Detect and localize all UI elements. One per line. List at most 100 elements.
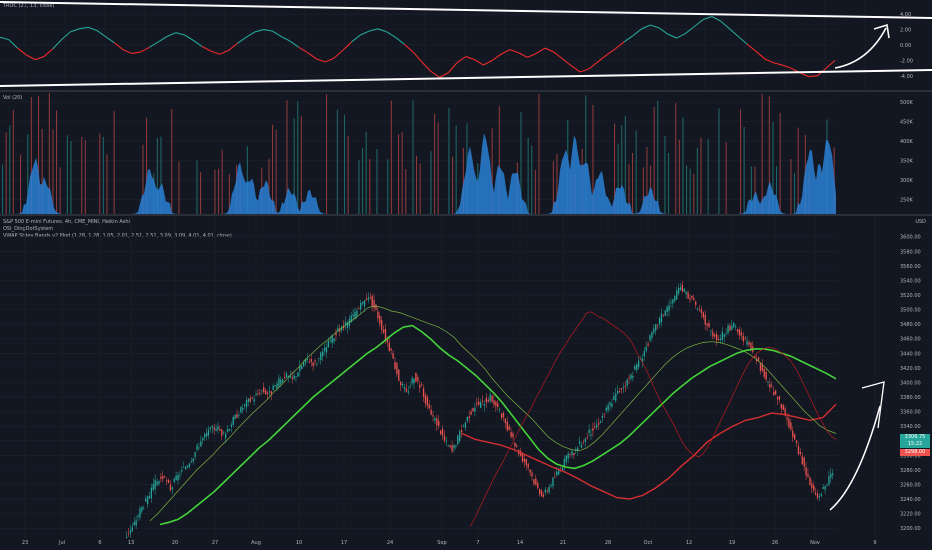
candle-body [601,415,604,418]
oscillator-title: TROC (21, 13, close) [3,3,55,9]
candle-body [599,421,602,424]
candle-body [270,391,272,395]
vol-y-tick: 500K [900,100,914,106]
candle-body [171,487,173,490]
price-y-tick: 3200.00 [900,526,921,532]
candle-body [141,506,143,512]
candle-body [590,434,592,436]
volume-bar [617,143,619,214]
candle-body [491,395,493,402]
candle-body [794,434,796,440]
candle-body [622,387,625,388]
trendline-upper [0,1,932,19]
osc-segment [210,50,220,55]
candle-body [150,487,153,499]
volume-bar [412,100,414,214]
volume-bar [642,167,644,214]
candle-body [362,301,364,304]
candle-body [830,473,832,478]
volume-bar [592,104,594,214]
candle-body [567,453,569,459]
candle-body [816,493,819,498]
candle-body [188,463,191,467]
osc-segment [535,47,546,54]
candle-body [411,378,413,384]
last-price-badge: 3306.75 [900,434,930,441]
candle-body [512,433,514,438]
candle-body [285,373,288,378]
candle-body [419,384,421,388]
osc-y-tick: 2.00 [900,28,911,34]
candle-body [238,414,240,416]
osc-segment [105,36,115,44]
countdown-badge: 15:22 [900,441,930,448]
candle-body [811,483,813,488]
candle-body [436,418,438,426]
candle-body [143,507,145,509]
volume-bar [365,131,367,214]
candle-body [626,379,628,386]
candle-body [232,417,234,426]
candle-body [261,389,263,391]
candle-body [569,453,571,455]
volume-bar [707,138,709,214]
candle-body [822,487,824,489]
candle-body [645,346,647,351]
candle-body [738,329,741,336]
candle-body [266,392,269,395]
volume-bar [632,152,634,214]
candle-body [695,301,697,305]
volume-bar [246,146,248,214]
candle-body [637,360,640,368]
volume-bar [797,127,799,214]
candle-body [628,377,630,379]
osc-segment [395,36,405,45]
osc-segment [254,29,264,33]
osc-segment [606,48,616,56]
candle-body [396,362,398,375]
candle-body [377,311,379,319]
candle-body [276,383,278,389]
candle-body [786,417,788,420]
candle-body [424,394,427,404]
volume-bar [416,155,418,214]
osc-segment [650,24,660,29]
candle-body [662,314,665,316]
candle-body [430,409,432,415]
candle-body [129,530,132,534]
candle-body [617,390,619,394]
candle-body [723,334,725,337]
candle-body [725,332,727,334]
time-axis[interactable]: 23 Jul 6 13 20 27 Aug 10 17 24 Sep 7 14 21 28 Oct 12 19 26… [0,538,932,550]
osc-segment [614,41,625,50]
candle-body [190,461,193,463]
volume-bar [664,135,666,214]
pane-separator-1[interactable] [0,90,932,92]
candle-body [223,431,225,433]
candle-body [202,437,204,441]
candle-body [681,284,684,292]
price-y-tick: 3260.00 [900,482,921,488]
volume-bar [718,108,720,214]
candle-body [807,474,809,477]
osc-segment [491,53,502,61]
candle-body [649,335,651,341]
pane-separator-2[interactable] [0,214,932,216]
candle-body [588,429,590,434]
osc-segment [685,26,695,34]
candle-body [535,478,537,485]
candle-body [653,328,655,333]
candle-body [282,379,284,382]
volume-bar [2,164,4,214]
price-y-tick: 3280.00 [900,468,921,474]
candle-body [373,300,375,308]
candle-body [584,438,586,442]
candle-body [620,388,623,390]
volume-area [0,133,836,214]
candle-body [537,482,539,488]
osc-segment [553,51,563,60]
osc-segment [201,46,212,52]
volume-bar [12,109,14,214]
candle-body [228,428,231,431]
volume-title: Vol (20) [3,95,23,101]
